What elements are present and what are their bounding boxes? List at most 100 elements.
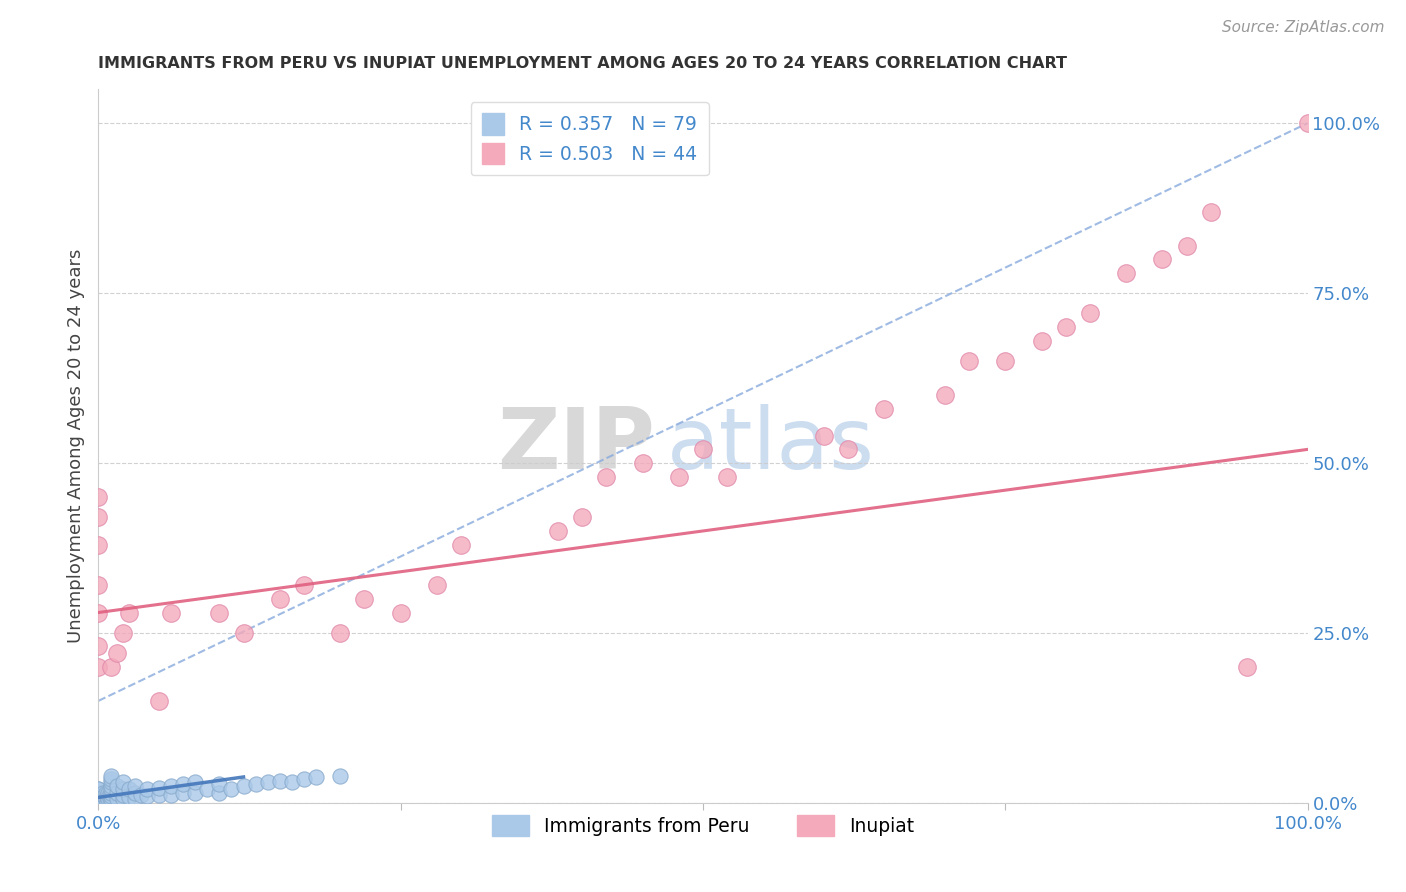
Point: [934, 388, 956, 402]
Text: atlas: atlas: [666, 404, 875, 488]
Point: [87, 796, 110, 810]
Point: [100, 769, 122, 783]
Point: [692, 442, 714, 457]
Point: [93, 796, 115, 810]
Point: [97, 792, 120, 806]
Point: [1199, 204, 1222, 219]
Point: [184, 786, 207, 800]
Point: [91, 786, 114, 800]
Point: [94, 786, 117, 800]
Point: [135, 789, 157, 803]
Point: [111, 788, 134, 802]
Point: [87, 490, 110, 504]
Point: [96, 789, 118, 803]
Point: [232, 779, 254, 793]
Point: [111, 775, 134, 789]
Point: [87, 789, 110, 803]
Point: [269, 591, 291, 606]
Point: [329, 769, 352, 783]
Point: [172, 786, 194, 800]
Point: [100, 792, 122, 806]
Point: [353, 591, 375, 606]
Point: [111, 626, 134, 640]
Point: [184, 775, 207, 789]
Point: [90, 796, 112, 810]
Point: [87, 782, 110, 797]
Point: [91, 792, 114, 806]
Point: [100, 796, 122, 810]
Point: [90, 789, 112, 803]
Point: [87, 782, 110, 797]
Point: [1054, 320, 1077, 334]
Point: [232, 626, 254, 640]
Point: [547, 524, 569, 538]
Point: [87, 537, 110, 551]
Point: [208, 606, 231, 620]
Point: [124, 792, 146, 806]
Point: [195, 782, 218, 797]
Y-axis label: Unemployment Among Ages 20 to 24 years: Unemployment Among Ages 20 to 24 years: [66, 249, 84, 643]
Point: [87, 789, 110, 803]
Point: [87, 786, 110, 800]
Legend: Immigrants from Peru, Inupiat: Immigrants from Peru, Inupiat: [484, 808, 922, 843]
Point: [305, 770, 328, 784]
Point: [87, 786, 110, 800]
Point: [160, 779, 183, 793]
Point: [96, 796, 118, 810]
Point: [1175, 238, 1198, 252]
Point: [118, 606, 141, 620]
Point: [87, 640, 110, 654]
Point: [87, 792, 110, 806]
Point: [129, 788, 152, 802]
Point: [813, 429, 835, 443]
Point: [100, 779, 122, 793]
Point: [105, 779, 128, 793]
Point: [135, 782, 157, 797]
Text: ZIP: ZIP: [496, 404, 655, 488]
Point: [105, 786, 128, 800]
Point: [221, 782, 243, 797]
Point: [571, 510, 593, 524]
Point: [148, 780, 170, 795]
Point: [160, 788, 183, 802]
Point: [118, 790, 141, 805]
Point: [100, 786, 122, 800]
Point: [91, 789, 114, 803]
Point: [172, 777, 194, 791]
Point: [87, 786, 110, 800]
Point: [1115, 266, 1137, 280]
Point: [100, 775, 122, 789]
Point: [87, 792, 110, 806]
Point: [292, 772, 315, 786]
Point: [160, 606, 183, 620]
Point: [94, 792, 117, 806]
Point: [87, 789, 110, 803]
Point: [269, 774, 291, 789]
Point: [1236, 660, 1258, 674]
Point: [668, 469, 690, 483]
Point: [595, 469, 617, 483]
Point: [105, 792, 128, 806]
Point: [87, 789, 110, 803]
Point: [87, 606, 110, 620]
Point: [87, 660, 110, 674]
Point: [100, 660, 122, 674]
Point: [100, 782, 122, 797]
Point: [91, 796, 114, 810]
Point: [281, 775, 304, 789]
Point: [111, 792, 134, 806]
Point: [87, 796, 110, 810]
Point: [450, 537, 472, 551]
Text: IMMIGRANTS FROM PERU VS INUPIAT UNEMPLOYMENT AMONG AGES 20 TO 24 YEARS CORRELATI: IMMIGRANTS FROM PERU VS INUPIAT UNEMPLOY…: [98, 56, 1067, 71]
Point: [93, 789, 115, 803]
Point: [87, 578, 110, 592]
Point: [208, 786, 231, 800]
Point: [1078, 306, 1101, 320]
Point: [389, 606, 412, 620]
Point: [118, 782, 141, 797]
Point: [329, 626, 352, 640]
Point: [245, 777, 267, 791]
Point: [87, 796, 110, 810]
Point: [124, 779, 146, 793]
Point: [87, 510, 110, 524]
